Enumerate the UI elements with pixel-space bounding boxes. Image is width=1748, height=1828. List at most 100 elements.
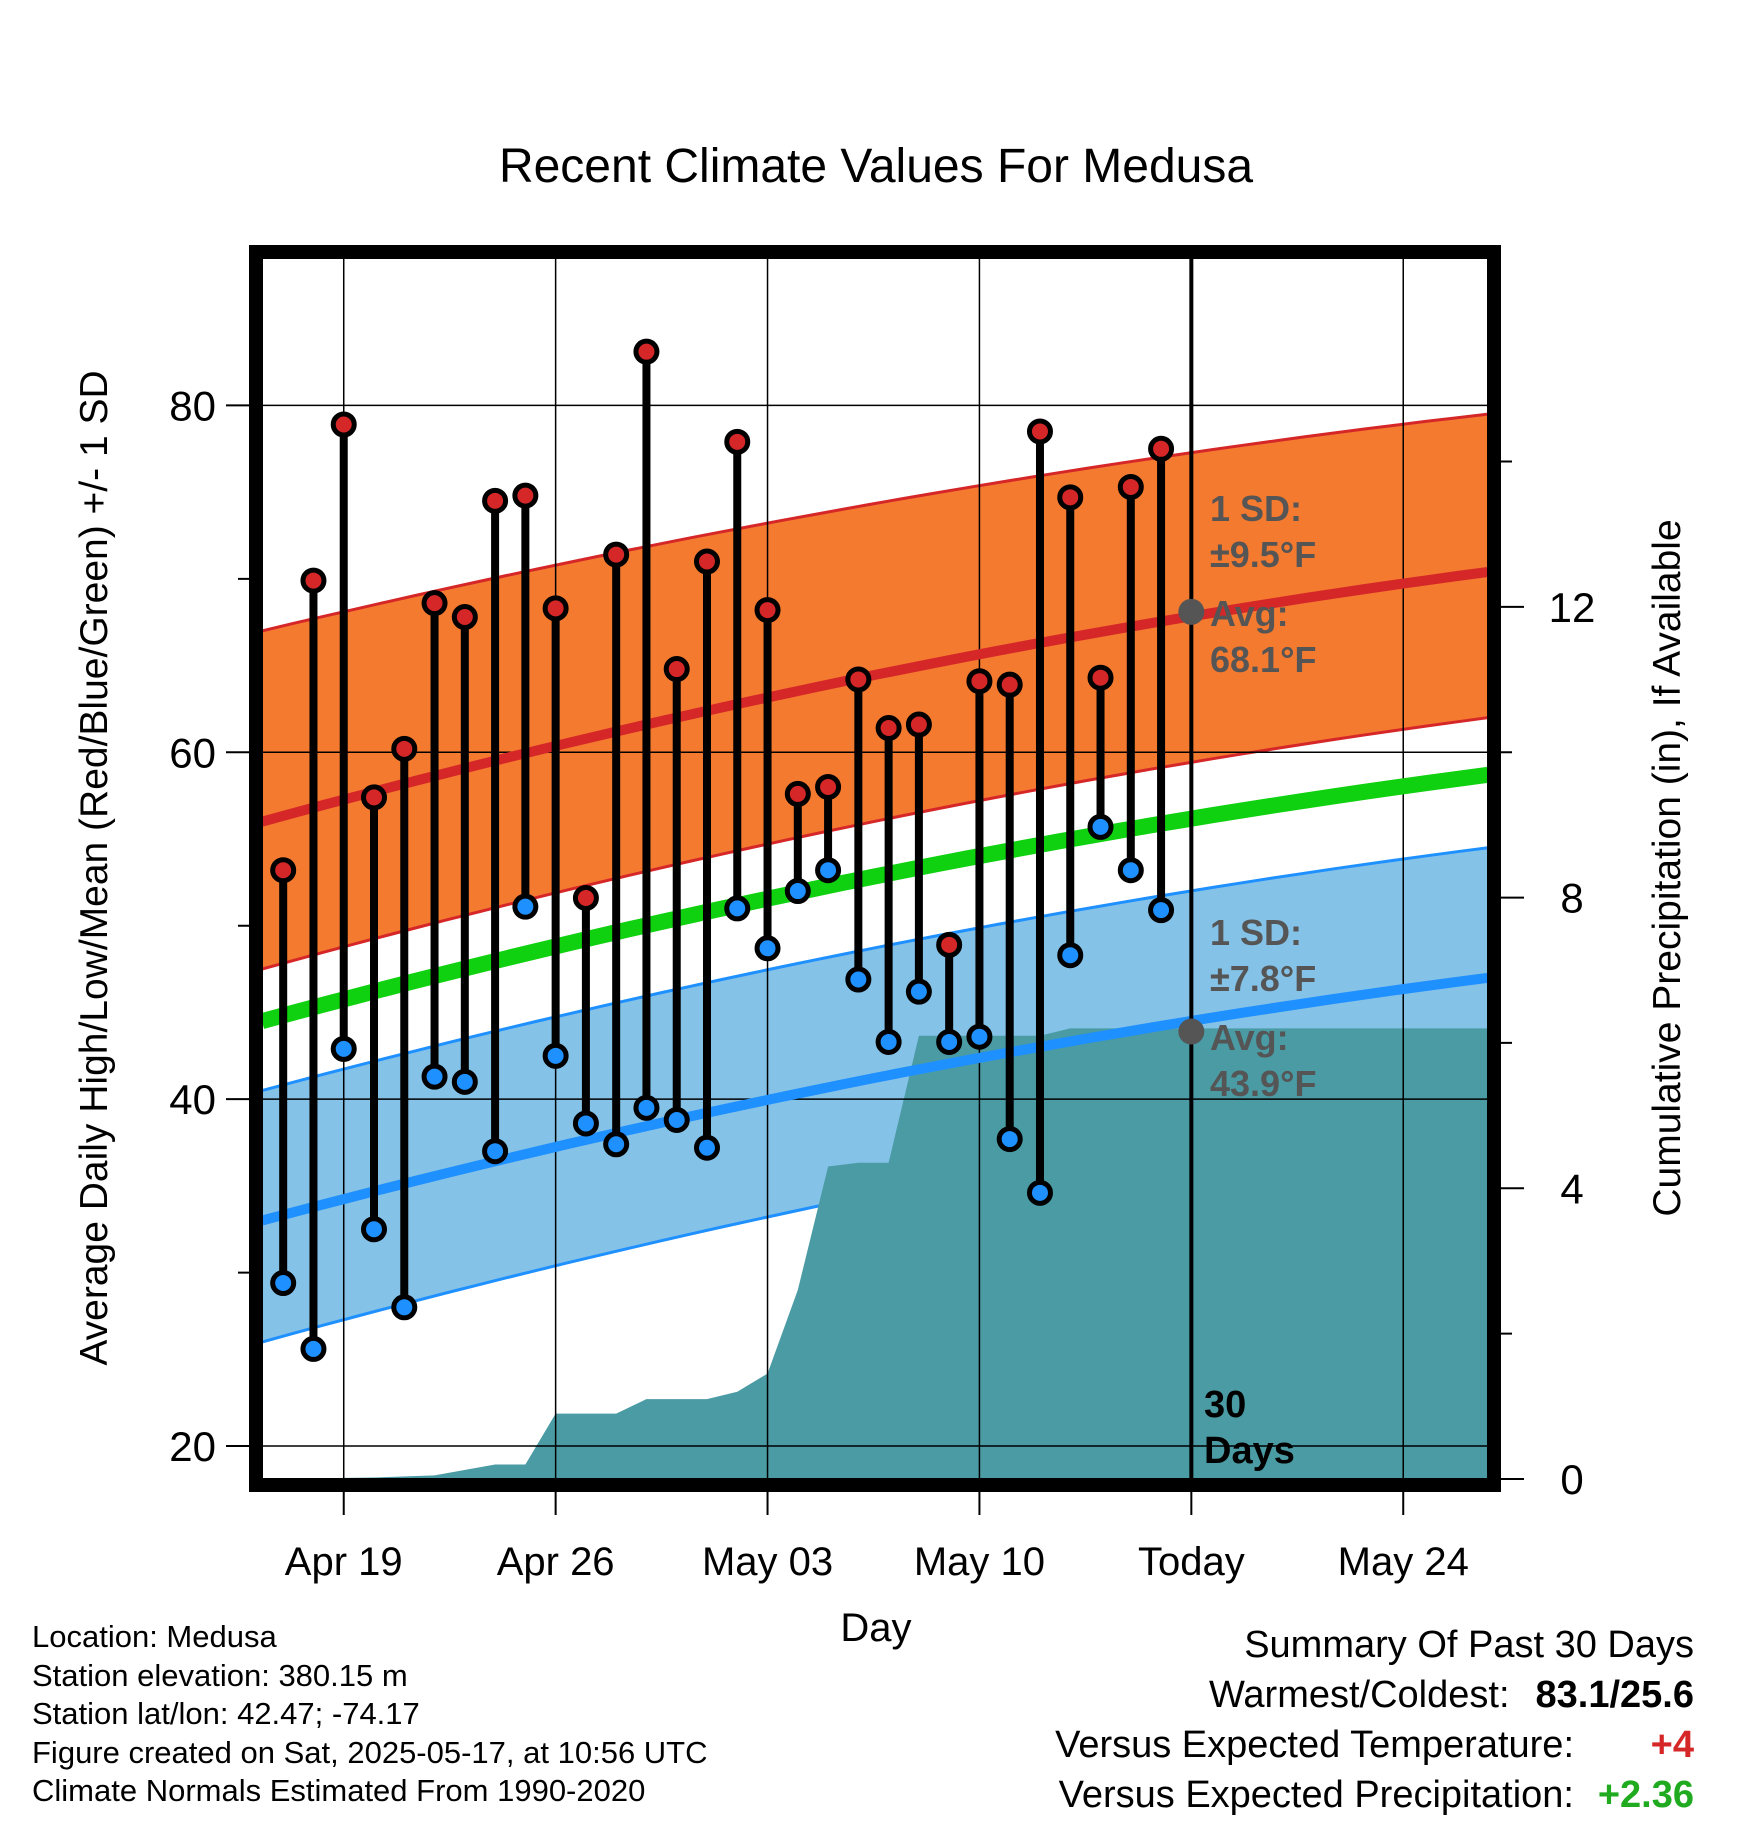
summary-warmest-row: Warmest/Coldest: 83.1/25.6 — [1055, 1670, 1694, 1720]
precip-area — [262, 1028, 1488, 1479]
y-tick-label: 40 — [169, 1076, 216, 1123]
observed-high-point — [905, 711, 932, 738]
axes: 20 40 60 80 0 4 8 12 Apr 19 Apr 26 May 03 May 10 Tod… — [73, 245, 1689, 1650]
location-text: Location: Medusa — [32, 1619, 277, 1654]
plot-area — [262, 258, 1488, 1479]
observed-low-point — [693, 1134, 720, 1161]
station-info: Location: Medusa Station elevation: 380.… — [32, 1618, 708, 1811]
high-sd-band — [262, 414, 1488, 970]
summary-precip-value: +2.36 — [1597, 1774, 1694, 1816]
summary-warmest-value: 83.1/25.6 — [1535, 1674, 1694, 1716]
observed-low-point — [270, 1270, 297, 1297]
observed-high-point — [300, 567, 327, 594]
high-sd-label: 1 SD: — [1210, 488, 1302, 529]
observed-high-point — [815, 773, 842, 800]
observed-high-point — [391, 735, 418, 762]
x-tick-label: Apr 26 — [497, 1540, 615, 1584]
summary-temp-value: +4 — [1650, 1724, 1694, 1766]
high-average-point — [1178, 598, 1205, 625]
observed-low-point — [784, 878, 811, 905]
observed-low-point — [300, 1335, 327, 1362]
high-sd-band-upper-edge — [262, 412, 1488, 633]
observed-low-point — [845, 966, 872, 993]
x-tick-label: May 10 — [914, 1540, 1045, 1584]
observed-high-point — [361, 784, 388, 811]
y-tick-label: 80 — [169, 382, 216, 429]
observed-high-point — [421, 590, 448, 617]
normal-low-line — [262, 972, 1488, 1226]
observed-low-point — [815, 857, 842, 884]
observed-high-point — [1026, 418, 1053, 445]
observed-high-point — [542, 595, 569, 622]
observed-low-point — [542, 1042, 569, 1069]
x-tick-label: Today — [1138, 1540, 1245, 1584]
summary-title: Summary Of Past 30 Days — [1244, 1624, 1694, 1666]
observed-high-point — [482, 487, 509, 514]
observed-high-point — [724, 428, 751, 455]
y2-axis-title: Cumulative Precipitation (in), If Availa… — [1646, 519, 1689, 1216]
observed-high-point — [572, 884, 599, 911]
observed-low-point — [361, 1216, 388, 1243]
observed-low-point — [905, 978, 932, 1005]
observed-low-point — [421, 1063, 448, 1090]
x-tick-label: May 03 — [702, 1540, 833, 1584]
observed-high-point — [693, 548, 720, 575]
y-axis-title: Average Daily High/Low/Mean (Red/Blue/Gr… — [73, 370, 116, 1365]
observed-low-point — [391, 1294, 418, 1321]
observed-low-point — [451, 1068, 478, 1095]
observed-high-point — [663, 656, 690, 683]
y2-tick-label: 8 — [1560, 875, 1583, 922]
high-avg-value: 68.1°F — [1210, 639, 1316, 680]
y-tick-label: 60 — [169, 729, 216, 776]
summary-precip-label: Versus Expected Precipitation: — [1058, 1774, 1574, 1816]
observed-high-point — [754, 597, 781, 624]
observed-high-point — [603, 541, 630, 568]
summary-temp-label: Versus Expected Temperature: — [1055, 1724, 1574, 1766]
low-average-point — [1178, 1018, 1205, 1045]
observed-high-point — [936, 931, 963, 958]
observed-low-point — [482, 1138, 509, 1165]
observed-high-point — [845, 666, 872, 693]
y2-tick-label: 12 — [1549, 584, 1596, 631]
observed-low-point — [1117, 857, 1144, 884]
low-sd-band — [262, 847, 1488, 1342]
high-avg-label: Avg: — [1210, 593, 1289, 634]
observed-low-point — [875, 1028, 902, 1055]
days-marker-number: 30 — [1204, 1384, 1246, 1426]
observed-high-point — [1087, 664, 1114, 691]
observed-low-point — [1057, 942, 1084, 969]
observed-high-point — [633, 338, 660, 365]
summary-precip-row: Versus Expected Precipitation: +2.36 — [1055, 1770, 1694, 1820]
observed-high-point — [875, 715, 902, 742]
observed-low-point — [330, 1035, 357, 1062]
x-tick-label: May 24 — [1338, 1540, 1469, 1584]
observed-high-point — [1117, 473, 1144, 500]
low-avg-value: 43.9°F — [1210, 1063, 1316, 1104]
observed-high-point — [1057, 484, 1084, 511]
observed-low-point — [1087, 813, 1114, 840]
observed-low-point — [572, 1110, 599, 1137]
observed-low-point — [512, 893, 539, 920]
days-marker-unit: Days — [1204, 1430, 1295, 1472]
observed-high-point — [966, 668, 993, 695]
observed-low-point — [754, 935, 781, 962]
observed-low-point — [663, 1106, 690, 1133]
annotations: 1 SD: ±9.5°F Avg: 68.1°F 1 SD: ±7.8°F Avg: 43.9… — [1204, 488, 1316, 1472]
summary-panel: Summary Of Past 30 Days Warmest/Coldest:… — [1055, 1620, 1694, 1820]
low-avg-label: Avg: — [1210, 1017, 1289, 1058]
observed-high-point — [330, 411, 357, 438]
low-sd-label: 1 SD: — [1210, 912, 1302, 953]
y-tick-label: 20 — [169, 1423, 216, 1470]
observed-high-point — [996, 671, 1023, 698]
y2-tick-label: 4 — [1560, 1165, 1583, 1212]
summary-temp-row: Versus Expected Temperature: +4 — [1055, 1720, 1694, 1770]
observed-low-point — [724, 895, 751, 922]
plot-frame — [249, 245, 1501, 1492]
observed-low-point — [633, 1094, 660, 1121]
observed-low-point — [603, 1131, 630, 1158]
observed-high-point — [784, 780, 811, 807]
chart-title: Recent Climate Values For Medusa — [499, 140, 1253, 193]
summary-warmest-label: Warmest/Coldest: — [1208, 1674, 1510, 1716]
created-text: Figure created on Sat, 2025-05-17, at 10… — [32, 1734, 708, 1770]
